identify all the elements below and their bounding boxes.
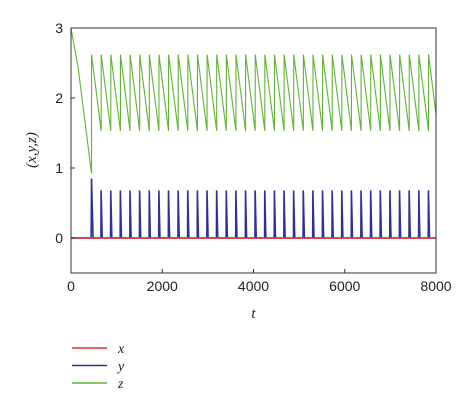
x-tick-label: 6000 [329, 278, 360, 294]
series-layer [70, 27, 437, 239]
legend-label-y: y [116, 360, 125, 375]
x-tick-label: 8000 [420, 278, 451, 294]
series-line-z [70, 27, 437, 174]
x-tick-label: 2000 [147, 278, 178, 294]
x-tick-label: 4000 [238, 278, 269, 294]
ticks-layer: 0 2000 4000 6000 8000 0 1 2 3 [55, 20, 452, 294]
x-tick-label: 0 [67, 278, 75, 294]
x-axis-label: t [251, 306, 256, 322]
y-tick-label: 2 [55, 90, 63, 106]
y-axis-label: (x,y,z) [24, 132, 40, 168]
legend-label-x: x [117, 342, 125, 357]
y-tick-label: 3 [55, 20, 63, 36]
legend: xyz [72, 342, 125, 392]
y-tick-label: 1 [55, 160, 63, 176]
y-tick-label: 0 [55, 230, 63, 246]
legend-label-z: z [117, 377, 124, 392]
series-line-y [71, 178, 436, 239]
